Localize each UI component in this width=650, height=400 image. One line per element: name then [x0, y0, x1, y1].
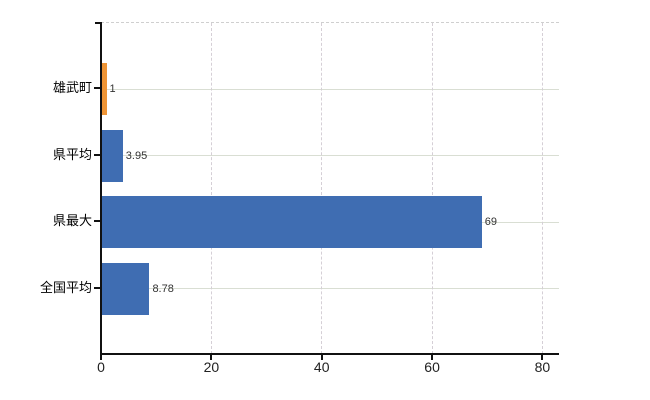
horizontal-gridline	[101, 88, 559, 90]
x-axis-tick	[210, 355, 213, 360]
x-axis-tick	[541, 355, 544, 360]
y-axis-label: 県最大	[52, 213, 92, 229]
vertical-gridline	[431, 23, 433, 354]
vertical-gridline	[541, 23, 543, 354]
y-axis-label: 雄武町	[52, 80, 92, 96]
plot-area: 1 3.95 69 8.78	[101, 22, 559, 354]
x-axis-tick-label: 60	[424, 359, 440, 375]
x-axis-tick	[431, 355, 434, 360]
bar-value-label: 69	[484, 216, 497, 229]
x-axis-tick-label: 20	[203, 359, 220, 375]
bar-0	[101, 63, 107, 116]
horizontal-gridline	[101, 155, 559, 157]
vertical-gridline	[321, 23, 323, 354]
x-axis-line	[100, 353, 559, 355]
bar-3	[101, 262, 150, 315]
y-axis-tick	[94, 220, 101, 223]
y-axis-line	[100, 22, 102, 354]
horizontal-gridline	[101, 288, 559, 290]
x-axis-tick-label: 80	[534, 359, 551, 375]
vertical-gridline	[210, 23, 212, 354]
bar-2	[101, 196, 482, 249]
bar-value-label: 3.95	[125, 149, 148, 162]
y-axis-tick	[94, 286, 101, 289]
bar-value-label: 1	[109, 83, 116, 96]
y-axis-label: 県平均	[52, 146, 92, 162]
bar-value-label: 8.78	[152, 282, 174, 295]
y-axis-top-tick	[95, 22, 101, 24]
y-axis-tick	[94, 153, 101, 156]
x-axis-tick-label: 0	[97, 359, 105, 375]
x-axis-tick	[320, 355, 323, 360]
y-axis-label: 全国平均	[39, 279, 92, 295]
x-axis-tick-label: 40	[313, 359, 330, 375]
y-axis-tick	[94, 87, 101, 90]
x-axis-tick	[100, 355, 102, 360]
bar-1	[101, 129, 123, 182]
